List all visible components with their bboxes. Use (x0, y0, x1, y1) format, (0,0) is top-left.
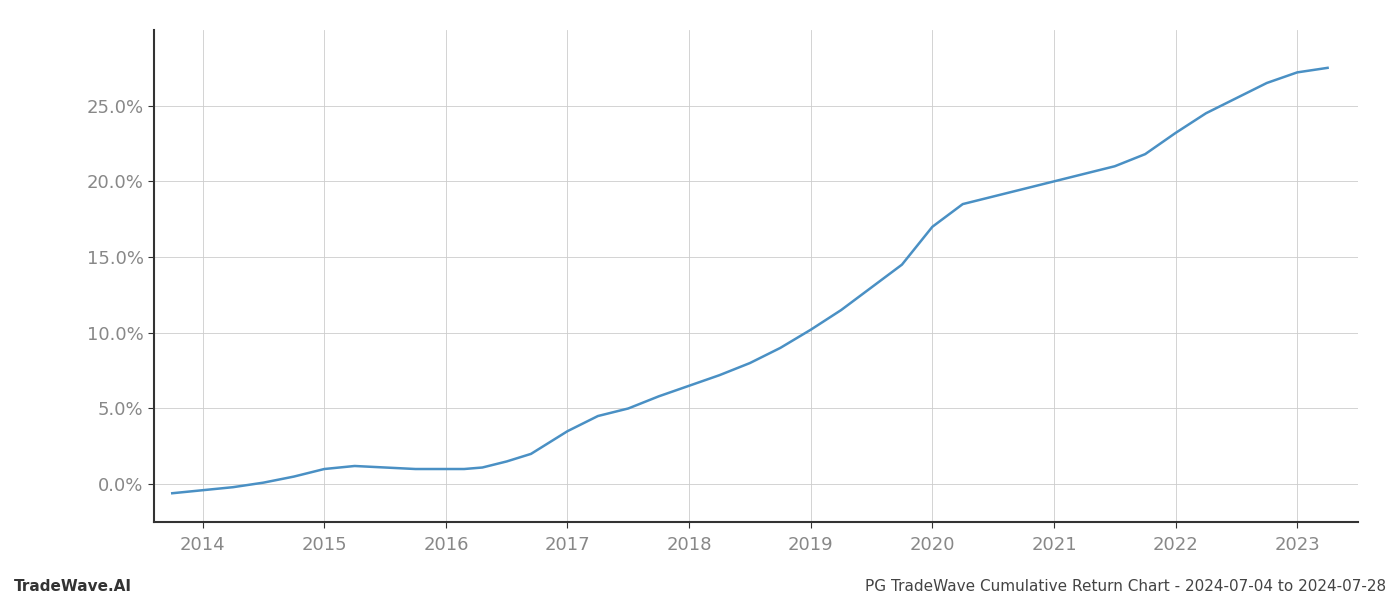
Text: PG TradeWave Cumulative Return Chart - 2024-07-04 to 2024-07-28: PG TradeWave Cumulative Return Chart - 2… (865, 579, 1386, 594)
Text: TradeWave.AI: TradeWave.AI (14, 579, 132, 594)
